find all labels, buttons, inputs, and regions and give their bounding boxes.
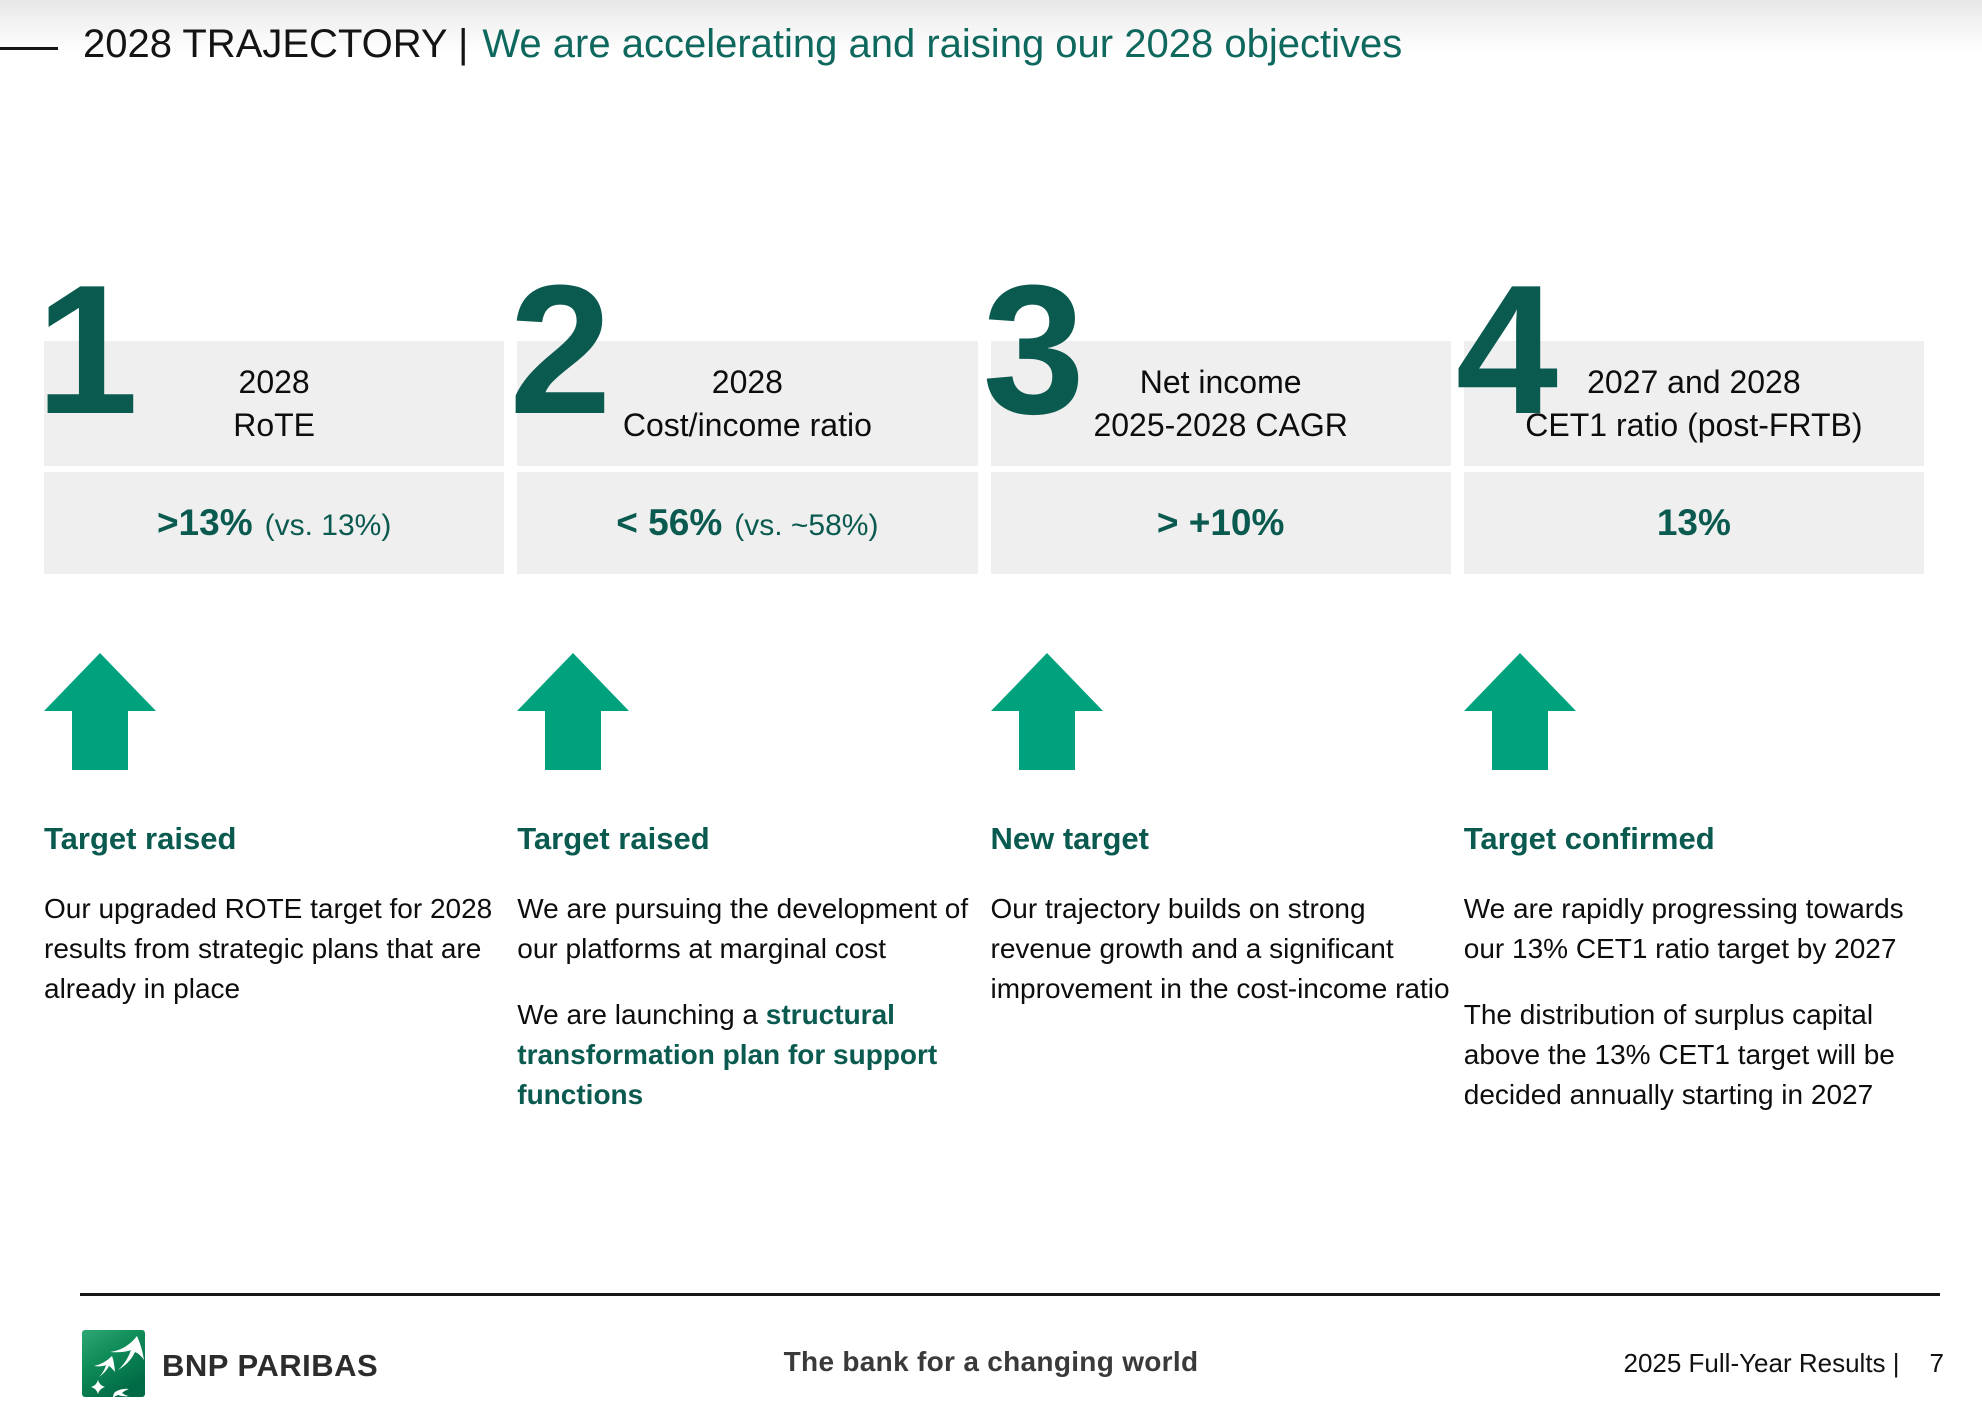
column-number: 4 [1455,246,1559,452]
description-paragraph: Our upgraded ROTE target for 2028 result… [44,893,493,1005]
metric-header-line1: 2027 and 2028 [1587,364,1801,401]
top-gradient-band [0,0,1982,54]
metric-value-box: < 56% (vs. ~58%) [517,472,978,574]
bnp-logo-icon [82,1330,145,1402]
page-title-subtitle: We are accelerating and raising our 2028… [482,22,1403,66]
column-description: Our upgraded ROTE target for 2028 result… [44,889,520,1009]
metric-header-box: 2028 Cost/income ratio [517,341,978,466]
brand-name: BNP PARIBAS [162,1348,379,1383]
status-label: Target confirmed [1463,821,1715,856]
status-label: New target [990,821,1149,856]
metric-value-note: (vs. 13%) [264,509,392,542]
description-highlight-text: structural transformation plan for suppo… [517,999,938,1111]
metric-header-box: 2027 and 2028 CET1 ratio (post-FRTB) [1463,341,1924,466]
metric-value: > +10% [1156,502,1285,543]
metric-value-box: 13% [1463,472,1924,574]
objective-column-rote: 1 2028 RoTE >13% (vs. 13%) Target raised … [36,257,505,1115]
metric-header-box: 2028 RoTE [44,341,505,466]
description-paragraph: We are launching a structural transforma… [517,995,993,1115]
description-plain-text: We are launching a [517,999,766,1031]
objective-column-cet1: 4 2027 and 2028 CET1 ratio (post-FRTB) 1… [1456,257,1924,1115]
metric-header-line2: Cost/income ratio [622,406,872,443]
description-paragraph: Our trajectory builds on strong revenue … [990,893,1450,1005]
title-dash-rule [0,47,58,50]
column-number: 3 [982,246,1085,452]
description-paragraph: The distribution of surplus capital abov… [1463,999,1895,1111]
objective-column-cost-income: 2 2028 Cost/income ratio < 56% (vs. ~58%)… [509,257,978,1115]
page-title: 2028 TRAJECTORY | We are accelerating and… [83,22,1402,67]
column-description: We are rapidly progressing towards our 1… [1464,889,1940,1115]
metric-header-line2: RoTE [233,406,316,443]
metric-header-line1: Net income [1139,364,1302,401]
metric-value-note: (vs. ~58%) [734,509,879,542]
results-label: 2025 Full-Year Results | [1623,1348,1900,1378]
metric-value: 13% [1656,502,1731,543]
description-paragraph: We are rapidly progressing towards our 1… [1463,893,1904,965]
page-number: 7 [1929,1348,1944,1378]
metric-header-box: Net income 2025-2028 CAGR [990,341,1451,466]
bnp-paribas-logo: BNP PARIBAS [82,1330,378,1402]
status-label: Target raised [44,821,237,856]
metric-value: >13% [156,502,253,543]
column-description: We are pursuing the development of our p… [517,889,993,1115]
metric-header-line2: CET1 ratio (post-FRTB) [1525,406,1863,443]
metric-header-line1: 2028 [711,364,783,401]
column-number: 2 [509,246,612,452]
metric-value-box: > +10% [990,472,1451,574]
footer-divider [80,1293,1940,1296]
up-arrow-icon [44,653,504,770]
description-paragraph: We are pursuing the development of our p… [517,893,969,965]
page-title-section: 2028 TRAJECTORY | [83,22,469,66]
column-description: Our trajectory builds on strong revenue … [991,889,1467,1009]
up-arrow-icon [517,653,977,770]
objective-column-net-income: 3 Net income 2025-2028 CAGR > +10% New t… [983,257,1451,1115]
objectives-grid: 1 2028 RoTE >13% (vs. 13%) Target raised … [36,257,1924,1115]
up-arrow-icon [1463,653,1924,770]
status-label: Target raised [517,821,710,856]
footer-page-info: 2025 Full-Year Results | 7 [1623,1348,1944,1379]
metric-value-box: >13% (vs. 13%) [44,472,505,574]
metric-header-line1: 2028 [238,364,310,401]
up-arrow-icon [990,653,1451,770]
brand-tagline: The bank for a changing world [783,1346,1199,1377]
metric-value: < 56% [616,502,723,543]
column-number: 1 [36,246,139,452]
metric-header-line2: 2025-2028 CAGR [1093,406,1348,443]
